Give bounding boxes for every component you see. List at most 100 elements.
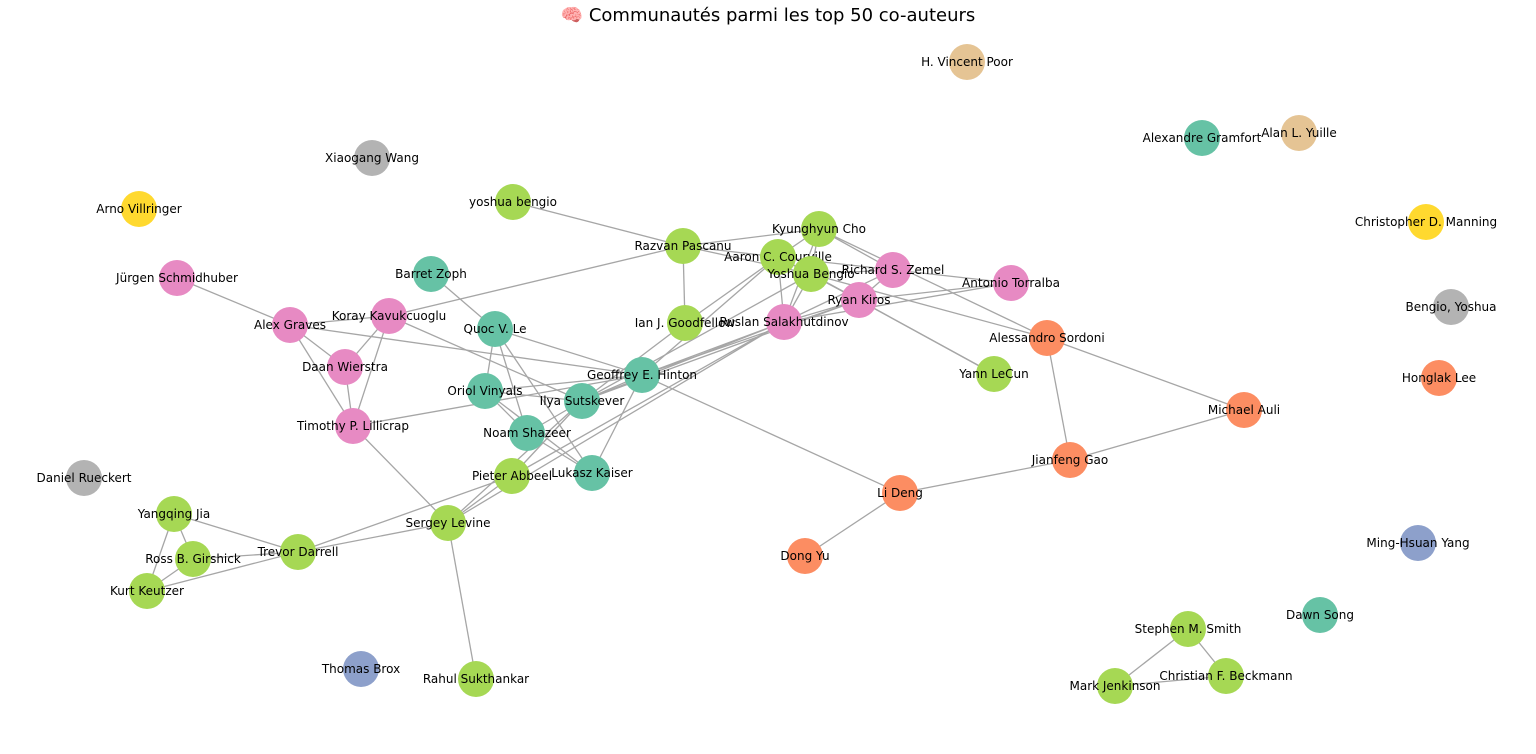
- node-label: Dawn Song: [1286, 608, 1354, 622]
- node-circle: [129, 573, 165, 609]
- node-label: Pieter Abbeel: [472, 469, 552, 483]
- node-ryan-kiros: Ryan Kiros: [827, 282, 891, 318]
- node-label: Jürgen Schmidhuber: [115, 271, 238, 285]
- node-label: Ian J. Goodfellow: [635, 316, 736, 330]
- node-mark-jenkinson: Mark Jenkinson: [1069, 668, 1161, 704]
- node-label: Geoffrey E. Hinton: [587, 368, 697, 382]
- node-xiaogang-wang: Xiaogang Wang: [325, 140, 419, 176]
- node-label: Koray Kavukcuoglu: [332, 309, 447, 323]
- node-antonio-torralba: Antonio Torralba: [962, 265, 1060, 301]
- edge-ruslan-salakhutdinov-to-sergey-levine: [447, 321, 785, 524]
- node-circle: [667, 305, 703, 341]
- node-circle: [1421, 360, 1457, 396]
- edge-ryan-kiros-to-antonio-torralba: [858, 282, 1012, 301]
- edge-geoffrey-e-hinton-to-li-deng: [641, 374, 901, 494]
- node-label: Timothy P. Lillicrap: [296, 419, 409, 433]
- node-label: Sergey Levine: [406, 516, 491, 530]
- node-label: Christopher D. Manning: [1355, 215, 1497, 229]
- node-label: Barret Zoph: [395, 267, 467, 281]
- node-circle: [509, 415, 545, 451]
- node-circle: [949, 44, 985, 80]
- node-circle: [1408, 204, 1444, 240]
- node-label: Bengio, Yoshua: [1405, 300, 1496, 314]
- node-label: Thomas Brox: [321, 662, 400, 676]
- node-label: Ming-Hsuan Yang: [1366, 536, 1469, 550]
- node-lukasz-kaiser: Lukasz Kaiser: [551, 455, 633, 491]
- node-label: Michael Auli: [1208, 403, 1280, 417]
- edge-richard-s-zemel-to-ruslan-salakhutdinov: [783, 269, 894, 323]
- node-ruslan-salakhutdinov: Ruslan Salakhutdinov: [719, 304, 849, 340]
- node-circle: [477, 311, 513, 347]
- node-circle: [327, 349, 363, 385]
- node-label: Yoshua Bengio: [766, 267, 854, 281]
- node-label: Yann LeCun: [958, 367, 1029, 381]
- node-label: Daniel Rueckert: [37, 471, 132, 485]
- edge-geoffrey-e-hinton-to-aaron-c-courville: [641, 256, 779, 376]
- node-circle: [175, 541, 211, 577]
- node-thomas-brox: Thomas Brox: [321, 651, 400, 687]
- node-circle: [280, 534, 316, 570]
- edge-koray-kavukcuoglu-to-ilya-sutskever: [388, 315, 583, 402]
- node-circle: [841, 282, 877, 318]
- node-circle: [413, 256, 449, 292]
- node-dong-yu: Dong Yu: [780, 538, 830, 574]
- edge-christian-f-beckmann-to-mark-jenkinson: [1114, 675, 1227, 687]
- node-circle: [760, 239, 796, 275]
- node-li-deng: Li Deng: [877, 475, 923, 511]
- node-label: Alexandre Gramfort: [1143, 131, 1262, 145]
- edge-alessandro-sordoni-to-michael-auli: [1046, 337, 1245, 411]
- node-label: Razvan Pascanu: [634, 239, 731, 253]
- edge-jianfeng-gao-to-michael-auli: [1069, 409, 1245, 461]
- edge-timothy-p-lillicrap-to-sergey-levine: [352, 425, 449, 524]
- node-label: Ryan Kiros: [827, 293, 890, 307]
- edge-ruslan-salakhutdinov-to-pieter-abbeel: [511, 321, 785, 477]
- edge-trevor-darrell-to-yangqing-jia: [173, 513, 299, 553]
- node-circle: [495, 184, 531, 220]
- node-circle: [272, 307, 308, 343]
- node-circle: [159, 260, 195, 296]
- node-circle: [793, 256, 829, 292]
- node-circle: [882, 475, 918, 511]
- node-circle: [1029, 320, 1065, 356]
- node-label: Quoc V. Le: [464, 322, 527, 336]
- node-bengio-yoshua: Bengio, Yoshua: [1405, 289, 1497, 325]
- node-sergey-levine: Sergey Levine: [406, 505, 491, 541]
- node-yangqing-jia: Yangqing Jia: [137, 496, 210, 532]
- node-label: Stephen M. Smith: [1135, 622, 1242, 636]
- node-circle: [354, 140, 390, 176]
- edge-li-deng-to-dong-yu: [804, 492, 901, 557]
- node-label: Antonio Torralba: [962, 276, 1060, 290]
- edge-sergey-levine-to-trevor-darrell: [297, 522, 449, 553]
- node-label: Ross B. Girshick: [145, 552, 241, 566]
- node-circle: [335, 408, 371, 444]
- node-label: Trevor Darrell: [257, 545, 339, 559]
- edge-yoshua-bengio-to-razvan-pascanu: [512, 201, 684, 247]
- node-label: Lukasz Kaiser: [551, 466, 633, 480]
- node-noam-shazeer: Noam Shazeer: [483, 415, 571, 451]
- node-alan-l-yuille: Alan L. Yuille: [1261, 115, 1337, 151]
- node-circle: [875, 252, 911, 288]
- edge-koray-kavukcuoglu-to-razvan-pascanu: [388, 245, 684, 317]
- node-razvan-pascanu: Razvan Pascanu: [634, 228, 732, 264]
- node-h-vincent-poor: H. Vincent Poor: [921, 44, 1013, 80]
- node-circle: [121, 191, 157, 227]
- node-circle: [993, 265, 1029, 301]
- node-kyunghyun-cho: Kyunghyun Cho: [772, 211, 866, 247]
- node-label: Alan L. Yuille: [1261, 126, 1337, 140]
- edge-sergey-levine-to-rahul-sukthankar: [447, 522, 477, 680]
- node-geoffrey-e-hinton: Geoffrey E. Hinton: [587, 357, 697, 393]
- node-circle: [458, 661, 494, 697]
- edge-alessandro-sordoni-to-jianfeng-gao: [1046, 337, 1071, 461]
- node-christopher-d-manning: Christopher D. Manning: [1355, 204, 1497, 240]
- node-ross-b-girshick: Ross B. Girshick: [145, 541, 241, 577]
- edge-ruslan-salakhutdinov-to-antonio-torralba: [783, 282, 1012, 323]
- node-circle: [343, 651, 379, 687]
- node-ilya-sutskever: Ilya Sutskever: [540, 383, 624, 419]
- node-label: Arno Villringer: [96, 202, 182, 216]
- edge-kyunghyun-cho-to-alessandro-sordoni: [818, 228, 1048, 339]
- node-label: Honglak Lee: [1402, 371, 1476, 385]
- node-honglak-lee: Honglak Lee: [1402, 360, 1476, 396]
- node-label: Ruslan Salakhutdinov: [719, 315, 848, 329]
- node-trevor-darrell: Trevor Darrell: [257, 534, 339, 570]
- node-label: Alessandro Sordoni: [989, 331, 1104, 345]
